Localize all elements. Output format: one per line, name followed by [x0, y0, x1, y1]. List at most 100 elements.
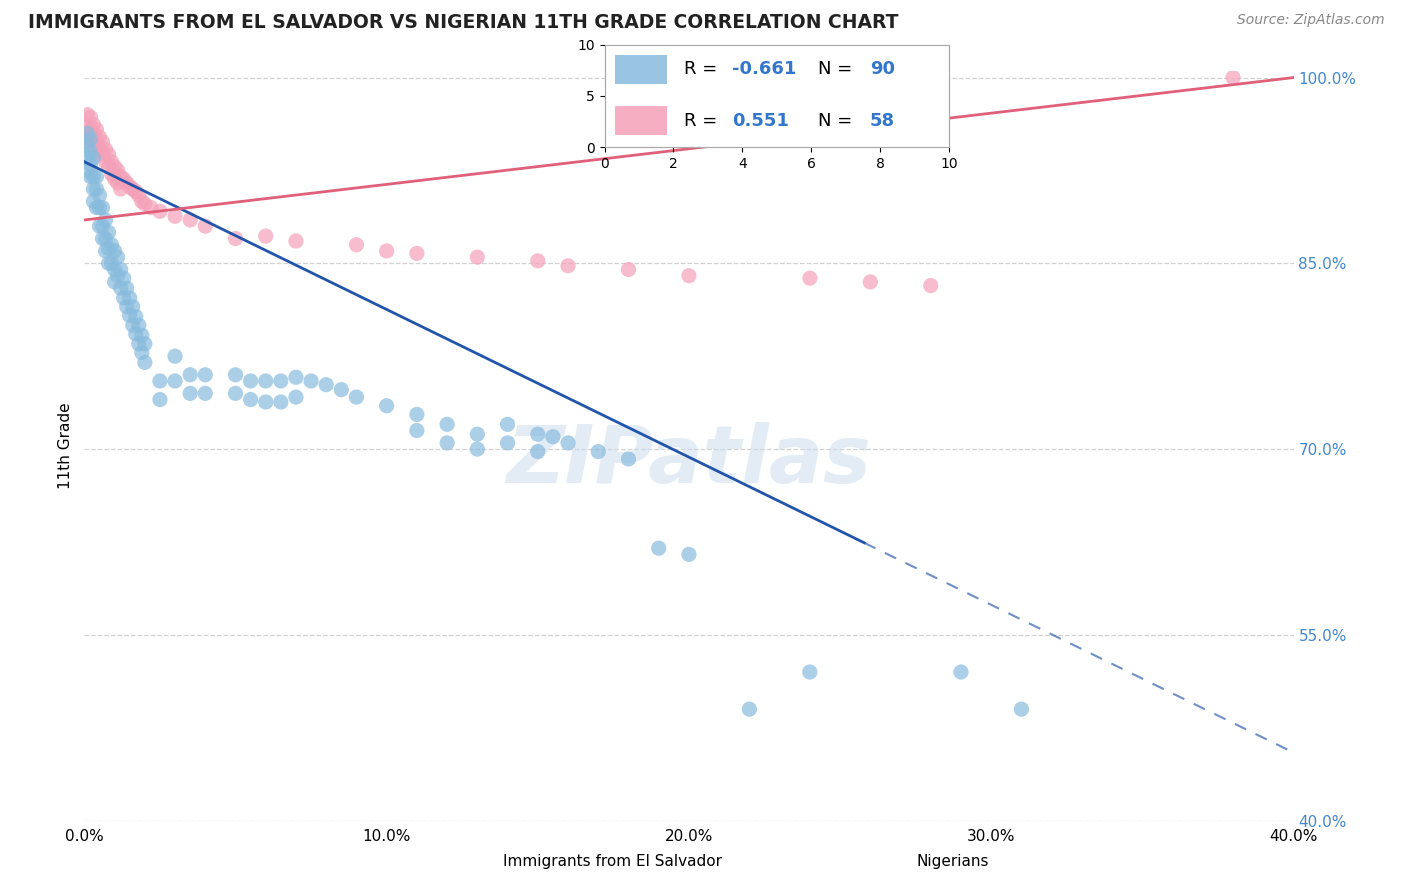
- Point: [82, 182, 104, 196]
- Point: [134, 355, 156, 369]
- Point: [82, 151, 104, 165]
- Point: [557, 259, 579, 273]
- Point: [104, 262, 127, 277]
- Point: [91, 219, 114, 234]
- Point: [346, 237, 368, 252]
- Point: [125, 310, 148, 324]
- Point: [436, 436, 458, 450]
- Point: [678, 268, 700, 283]
- Point: [79, 110, 101, 124]
- Point: [110, 281, 132, 295]
- Point: [128, 318, 150, 333]
- Point: [254, 395, 277, 409]
- Point: [86, 169, 108, 184]
- Point: [76, 135, 98, 149]
- Point: [254, 229, 277, 244]
- Text: ZIPatlas: ZIPatlas: [506, 422, 872, 500]
- Point: [112, 271, 135, 285]
- Point: [527, 427, 550, 442]
- Point: [79, 132, 101, 146]
- Point: [496, 436, 519, 450]
- Point: [375, 399, 398, 413]
- Point: [617, 262, 640, 277]
- Point: [527, 444, 550, 458]
- Point: [406, 246, 429, 260]
- Point: [76, 126, 98, 140]
- Text: R =: R =: [683, 61, 723, 78]
- Point: [86, 201, 108, 215]
- Point: [678, 547, 700, 561]
- Point: [149, 204, 172, 219]
- Point: [467, 427, 489, 442]
- Point: [110, 182, 132, 196]
- Point: [225, 231, 247, 245]
- Point: [115, 300, 138, 314]
- Point: [330, 383, 353, 397]
- Point: [79, 145, 101, 159]
- Point: [270, 374, 292, 388]
- Point: [97, 160, 120, 174]
- Point: [121, 318, 143, 333]
- Point: [79, 122, 101, 136]
- Point: [94, 142, 117, 156]
- Point: [149, 392, 172, 407]
- Point: [149, 374, 172, 388]
- Point: [128, 336, 150, 351]
- Point: [139, 201, 162, 215]
- Point: [125, 185, 148, 199]
- Point: [194, 219, 217, 234]
- Point: [107, 176, 129, 190]
- Point: [104, 172, 127, 186]
- Point: [131, 345, 153, 359]
- Point: [254, 374, 277, 388]
- Point: [115, 281, 138, 295]
- Point: [97, 256, 120, 270]
- Point: [91, 231, 114, 245]
- Point: [648, 541, 671, 556]
- Point: [76, 163, 98, 178]
- Point: [76, 151, 98, 165]
- Point: [82, 118, 104, 132]
- Point: [89, 130, 111, 145]
- Point: [97, 147, 120, 161]
- Text: IMMIGRANTS FROM EL SALVADOR VS NIGERIAN 11TH GRADE CORRELATION CHART: IMMIGRANTS FROM EL SALVADOR VS NIGERIAN …: [28, 13, 898, 32]
- Point: [527, 253, 550, 268]
- Point: [239, 392, 262, 407]
- Point: [128, 188, 150, 202]
- Point: [406, 408, 429, 422]
- Point: [225, 386, 247, 401]
- Point: [406, 424, 429, 438]
- Point: [285, 234, 308, 248]
- Point: [131, 194, 153, 209]
- Point: [76, 138, 98, 153]
- Point: [89, 201, 111, 215]
- Point: [496, 417, 519, 432]
- Point: [799, 271, 821, 285]
- Point: [76, 108, 98, 122]
- Point: [375, 244, 398, 258]
- FancyBboxPatch shape: [614, 55, 666, 84]
- Text: N =: N =: [818, 61, 858, 78]
- Point: [134, 197, 156, 211]
- Y-axis label: 11th Grade: 11th Grade: [58, 402, 73, 490]
- Point: [76, 126, 98, 140]
- Point: [89, 142, 111, 156]
- Point: [588, 444, 610, 458]
- Point: [82, 126, 104, 140]
- Point: [950, 665, 973, 679]
- Point: [131, 328, 153, 343]
- Text: N =: N =: [818, 112, 858, 129]
- Point: [1222, 70, 1244, 85]
- Point: [76, 120, 98, 134]
- Point: [285, 390, 308, 404]
- Point: [436, 417, 458, 432]
- Text: -0.661: -0.661: [733, 61, 796, 78]
- Point: [239, 374, 262, 388]
- Point: [920, 278, 942, 293]
- Point: [859, 275, 882, 289]
- Point: [110, 262, 132, 277]
- Text: Immigrants from El Salvador: Immigrants from El Salvador: [503, 855, 723, 869]
- Point: [104, 160, 127, 174]
- Point: [94, 213, 117, 227]
- Point: [118, 291, 141, 305]
